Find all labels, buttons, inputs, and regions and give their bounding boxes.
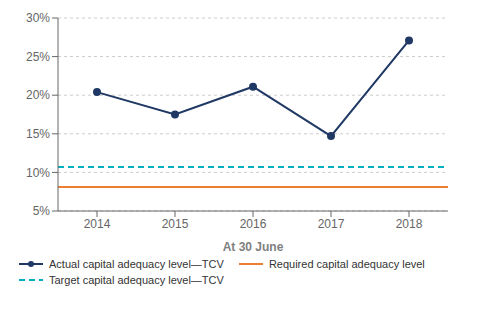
svg-text:2016: 2016 <box>240 217 267 231</box>
html-text:Target capital adequacy level—: Target capital adequacy level—TCV <box>49 274 224 286</box>
svg-text:30%: 30% <box>26 11 50 25</box>
svg-text:2017: 2017 <box>318 217 345 231</box>
svg-text:At 30 June: At 30 June <box>223 240 284 254</box>
svg-text:15%: 15% <box>26 127 50 141</box>
svg-text:2014: 2014 <box>84 217 111 231</box>
svg-text:2018: 2018 <box>396 217 423 231</box>
html-text:Actual capital adequacy level—: Actual capital adequacy level—TCV <box>49 258 224 270</box>
html-text:Required capital adequacy leve: Required capital adequacy level <box>268 258 425 270</box>
svg-text:25%: 25% <box>26 50 50 64</box>
svg-text:2015: 2015 <box>162 217 189 231</box>
svg-text:20%: 20% <box>26 88 50 102</box>
svg-text:5%: 5% <box>33 204 51 218</box>
svg-text:10%: 10% <box>26 166 50 180</box>
